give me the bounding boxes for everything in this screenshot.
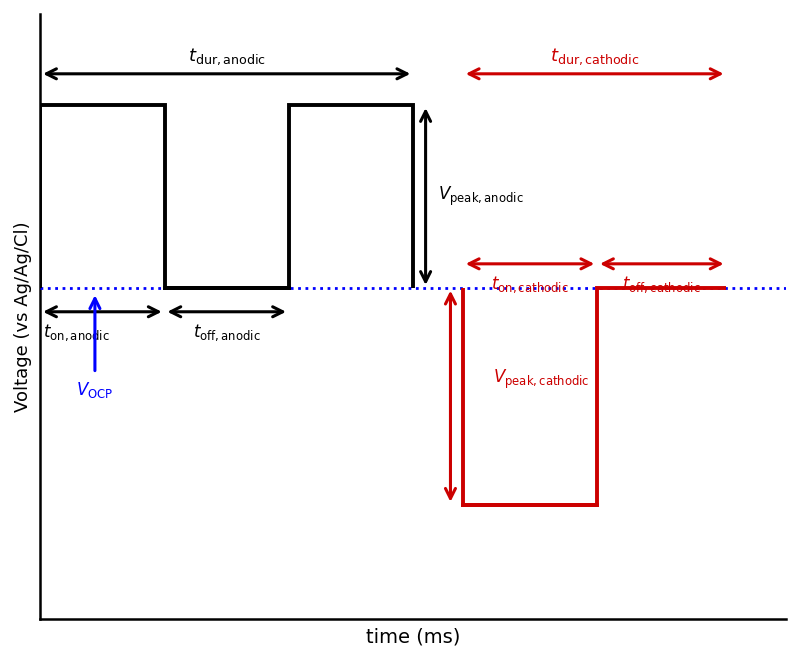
Text: $t_{\rm dur,cathodic}$: $t_{\rm dur,cathodic}$ [550, 46, 639, 67]
Text: $t_{\rm off,cathodic}$: $t_{\rm off,cathodic}$ [622, 274, 701, 295]
Text: $t_{\rm dur,anodic}$: $t_{\rm dur,anodic}$ [188, 46, 266, 67]
Text: $V_{\rm OCP}$: $V_{\rm OCP}$ [76, 380, 114, 400]
Y-axis label: Voltage (vs Ag/Ag/Cl): Voltage (vs Ag/Ag/Cl) [14, 221, 32, 412]
X-axis label: time (ms): time (ms) [366, 627, 460, 646]
Text: $t_{\rm off,anodic}$: $t_{\rm off,anodic}$ [193, 322, 261, 343]
Text: $t_{\rm on,anodic}$: $t_{\rm on,anodic}$ [42, 322, 110, 343]
Text: $t_{\rm on,cathodic}$: $t_{\rm on,cathodic}$ [491, 274, 569, 295]
Text: $V_{\rm peak,cathodic}$: $V_{\rm peak,cathodic}$ [493, 368, 590, 391]
Text: $V_{\rm peak,anodic}$: $V_{\rm peak,anodic}$ [438, 185, 524, 208]
